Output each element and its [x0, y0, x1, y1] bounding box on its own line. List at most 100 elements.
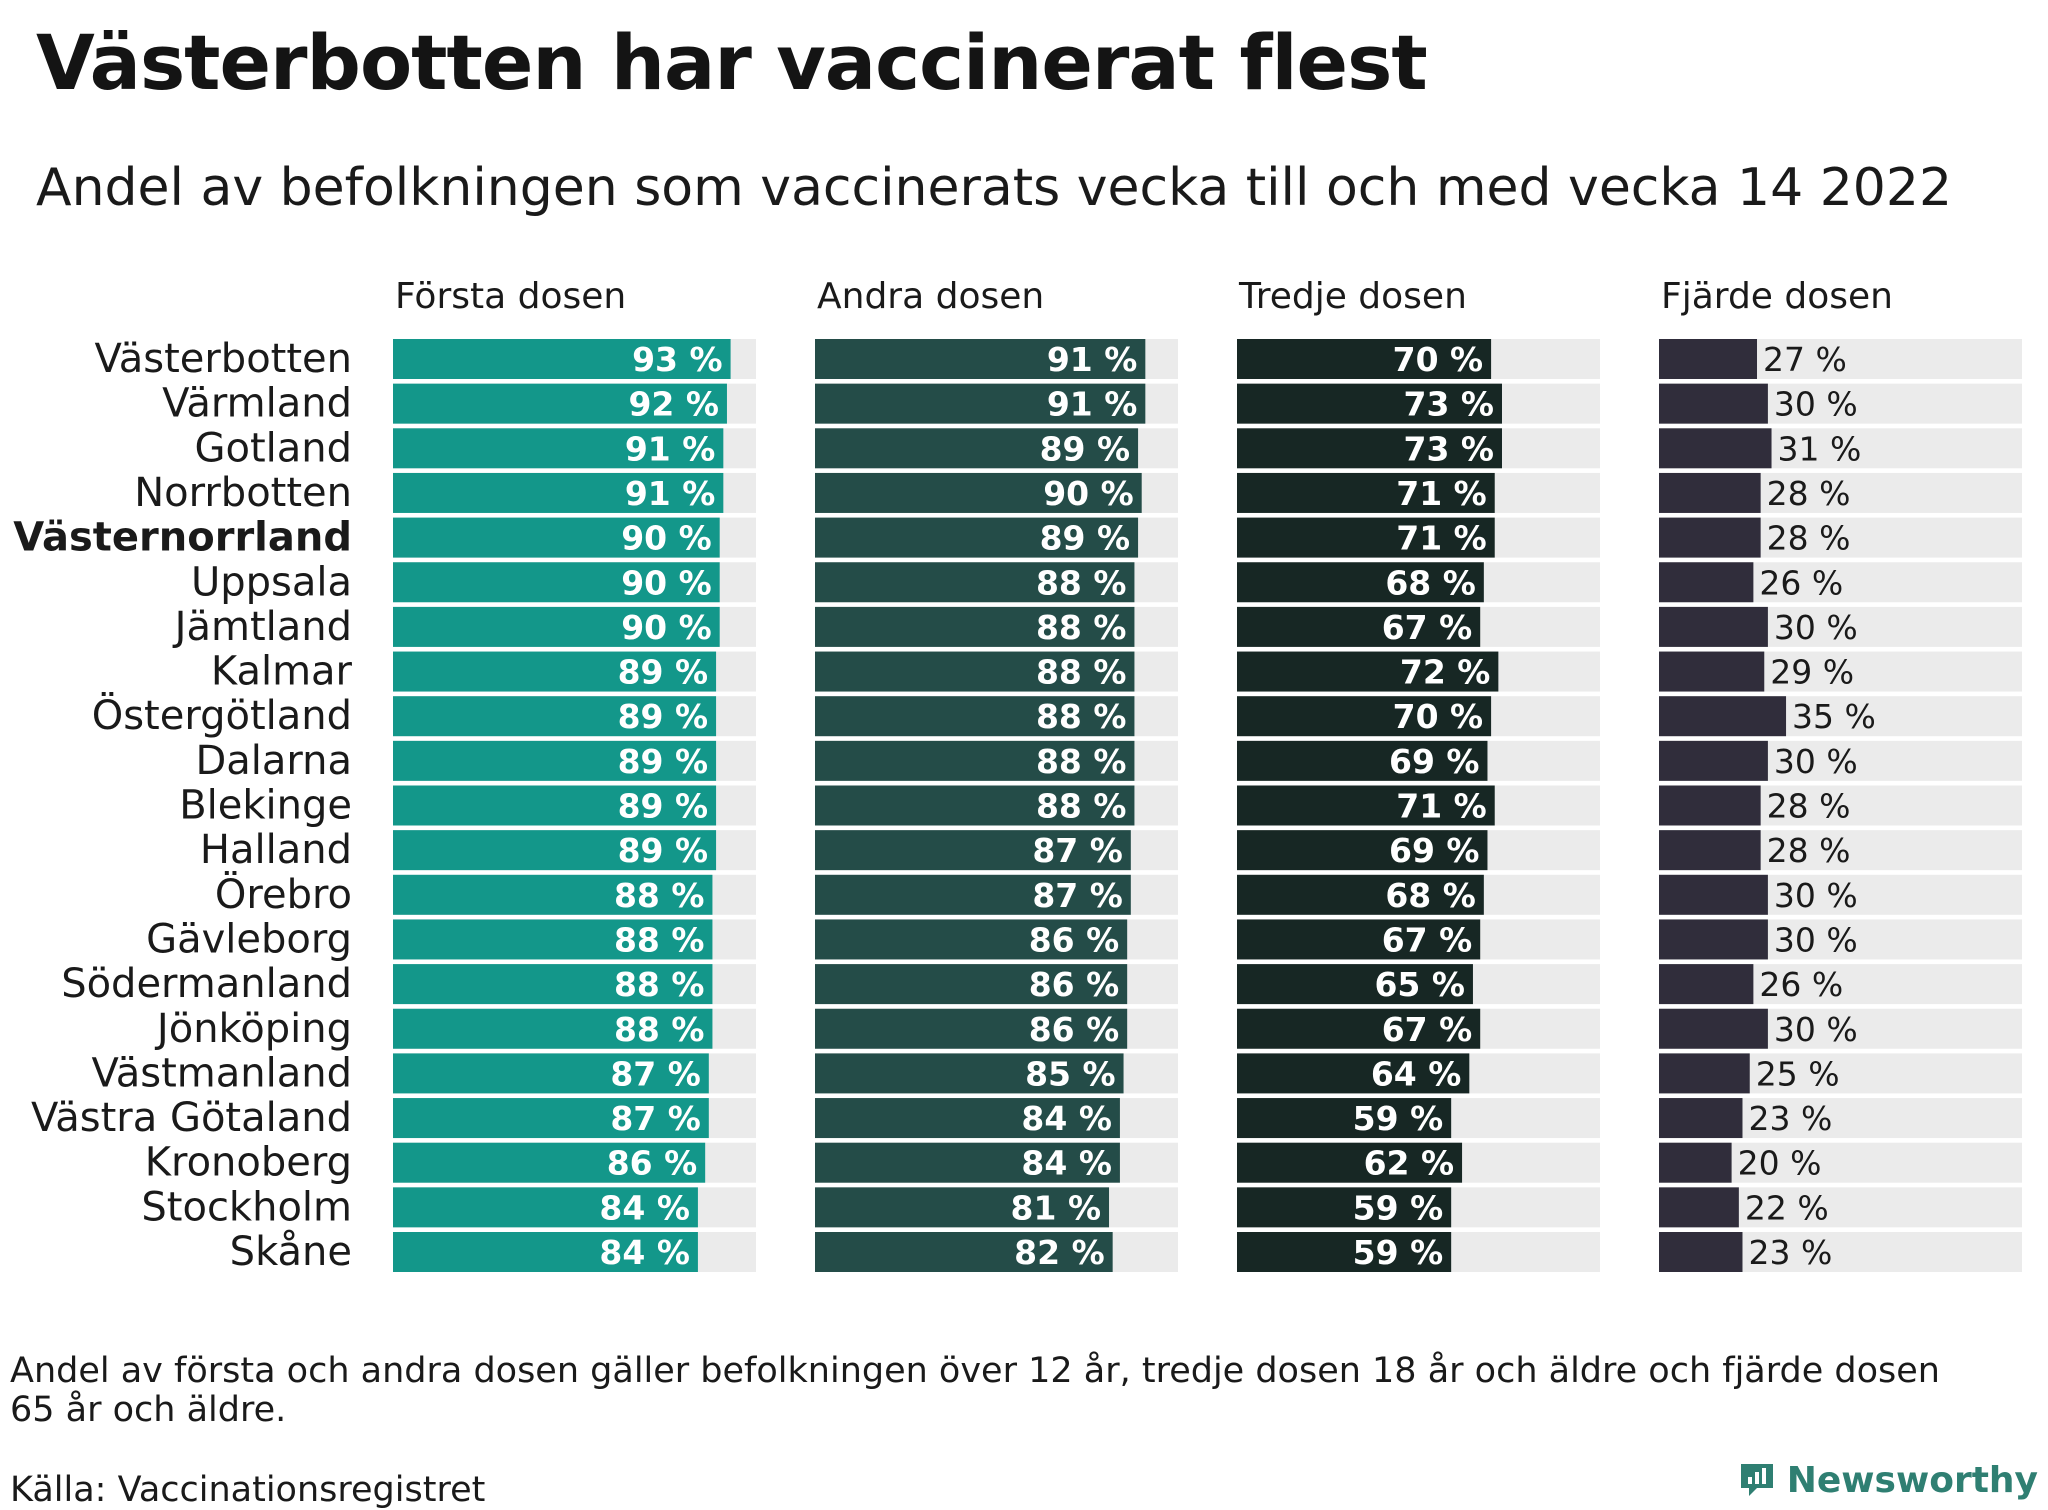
bar [393, 1098, 709, 1139]
series-header: Tredje dosen [1238, 276, 1467, 317]
category-label: Skåne [230, 1229, 352, 1275]
bar [1659, 830, 1761, 871]
data-label: 86 % [1029, 920, 1119, 959]
category-label: Jönköping [154, 1006, 352, 1052]
data-label: 84 % [1021, 1099, 1111, 1138]
data-label: 88 % [1036, 787, 1126, 826]
bar [1659, 696, 1787, 737]
data-label: 20 % [1738, 1144, 1822, 1183]
data-label: 23 % [1748, 1099, 1832, 1138]
bar [393, 1187, 698, 1228]
bar [815, 919, 1128, 960]
data-label: 88 % [1036, 742, 1126, 781]
data-label: 28 % [1767, 831, 1851, 870]
bar [815, 651, 1135, 692]
data-label: 84 % [599, 1233, 689, 1272]
bar [815, 428, 1139, 469]
category-label: Kalmar [211, 649, 353, 695]
bar [393, 651, 717, 692]
brand-name: Newsworthy [1786, 1459, 2038, 1501]
footnote: Andel av första och andra dosen gäller b… [10, 1351, 1940, 1430]
bar [1237, 339, 1492, 379]
data-label: 89 % [1040, 519, 1130, 558]
category-label: Värmland [162, 381, 352, 427]
data-label: 68 % [1385, 876, 1475, 915]
bar [1659, 1008, 1768, 1049]
data-label: 92 % [628, 385, 718, 424]
bar [1237, 1232, 1452, 1272]
data-label: 64 % [1371, 1054, 1461, 1093]
data-label: 30 % [1774, 876, 1858, 915]
data-label: 62 % [1364, 1144, 1454, 1183]
data-label: 26 % [1759, 563, 1843, 602]
bar [1659, 1098, 1743, 1139]
bar [1659, 383, 1768, 424]
category-label: Halland [200, 827, 352, 873]
bar [815, 1098, 1120, 1139]
bar [393, 964, 713, 1005]
data-label: 89 % [618, 697, 708, 736]
bar [815, 517, 1139, 558]
category-label: Västra Götaland [31, 1095, 352, 1141]
data-label: 90 % [621, 519, 711, 558]
data-label: 88 % [1036, 697, 1126, 736]
bar [393, 874, 713, 915]
bar [815, 606, 1135, 647]
category-label: Stockholm [141, 1184, 352, 1230]
data-label: 88 % [1036, 653, 1126, 692]
series-header: Fjärde dosen [1661, 276, 1893, 317]
bar [1237, 428, 1502, 469]
category-label: Uppsala [191, 559, 352, 605]
data-label: 87 % [1032, 876, 1122, 915]
bar [815, 696, 1135, 737]
bar [1237, 1053, 1470, 1094]
data-label: 71 % [1396, 787, 1486, 826]
data-label: 29 % [1770, 653, 1854, 692]
bar [1237, 606, 1481, 647]
bar [1237, 651, 1499, 692]
category-label: Blekinge [179, 783, 352, 829]
bar [1659, 1053, 1750, 1094]
bar [1237, 740, 1488, 781]
newsworthy-logo-icon [1740, 1464, 1773, 1496]
bar [393, 472, 724, 513]
data-label: 91 % [625, 429, 715, 468]
bar [815, 1053, 1124, 1094]
data-label: 70 % [1393, 340, 1483, 379]
data-label: 90 % [621, 608, 711, 647]
bar [1237, 785, 1495, 826]
data-label: 22 % [1745, 1188, 1829, 1227]
bar [1659, 472, 1761, 513]
data-label: 65 % [1374, 965, 1464, 1004]
data-label: 91 % [625, 474, 715, 513]
category-label: Gävleborg [146, 916, 352, 962]
category-label: Örebro [215, 870, 352, 918]
brand-logo[interactable]: Newsworthy [1737, 1459, 2038, 1501]
data-label: 88 % [1036, 608, 1126, 647]
data-label: 88 % [1036, 563, 1126, 602]
bar [815, 785, 1135, 826]
data-label: 35 % [1792, 697, 1876, 736]
bar [393, 1008, 713, 1049]
data-label: 90 % [1043, 474, 1133, 513]
data-label: 28 % [1767, 519, 1851, 558]
bar [1237, 562, 1484, 603]
data-label: 71 % [1396, 474, 1486, 513]
data-label: 31 % [1778, 429, 1862, 468]
data-label: 87 % [610, 1099, 700, 1138]
bar [1659, 785, 1761, 826]
bar [1659, 919, 1768, 960]
bar [393, 383, 727, 424]
series-header: Andra dosen [817, 276, 1044, 317]
bar [1659, 874, 1768, 915]
bar [1237, 517, 1495, 558]
data-label: 91 % [1047, 340, 1137, 379]
data-label: 90 % [621, 563, 711, 602]
bar [1237, 383, 1502, 424]
category-label: Gotland [194, 425, 352, 471]
data-label: 30 % [1774, 742, 1858, 781]
data-label: 86 % [1029, 965, 1119, 1004]
data-label: 59 % [1353, 1188, 1443, 1227]
data-label: 23 % [1748, 1233, 1832, 1272]
data-label: 30 % [1774, 608, 1858, 647]
